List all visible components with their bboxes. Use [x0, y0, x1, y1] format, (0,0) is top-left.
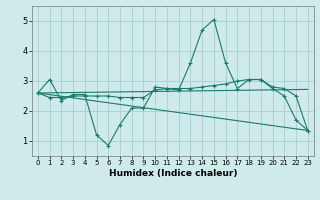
- X-axis label: Humidex (Indice chaleur): Humidex (Indice chaleur): [108, 169, 237, 178]
